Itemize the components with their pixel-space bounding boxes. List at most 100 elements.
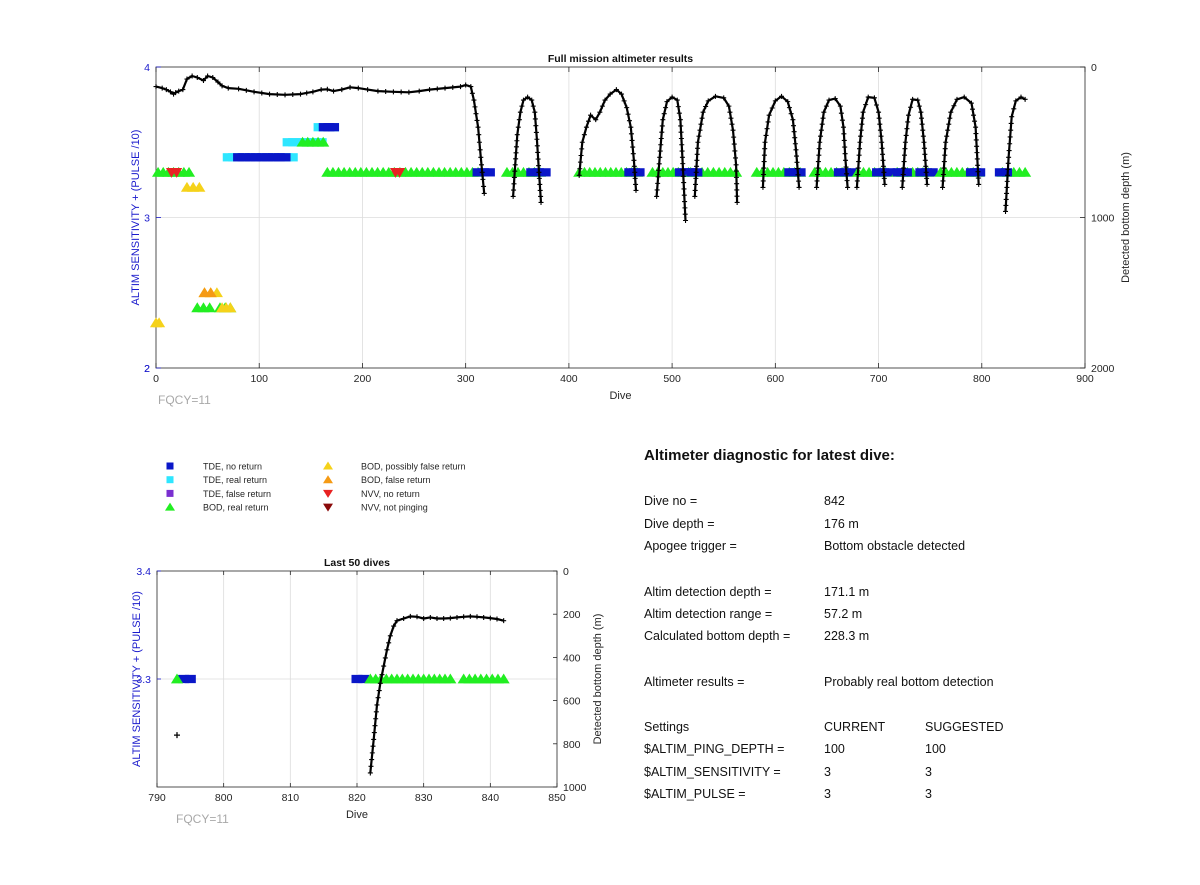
diag-value: 171.1 m [824,585,870,599]
x-axis-label: Dive [609,390,631,402]
depth-point [679,154,685,160]
depth-point [365,87,371,93]
depth-point [796,184,802,190]
marker-tde_no_return [900,168,912,177]
legend-item: TDE, false return [166,489,271,499]
depth-point [511,181,517,187]
y-tick-label: 3 [144,213,150,225]
settings-current: 100 [824,742,845,756]
depth-point [517,109,523,115]
depth-point [1005,166,1011,172]
depth-point [631,157,637,163]
y2-tick-label: 800 [563,739,581,751]
marker-tde_no_return [526,168,538,177]
depth-point [369,750,375,756]
depth-point [383,88,389,94]
depth-point [1005,160,1011,166]
settings-header-suggested: SUGGESTED [925,720,1004,734]
depth-point [814,178,820,184]
marker-tde_no_return [351,674,363,684]
depth-point [779,93,785,99]
depth-point [633,187,639,193]
depth-point [520,97,526,103]
marker-tde_no_return [184,674,196,684]
depth-point [682,205,688,211]
x-tick-label: 700 [870,373,888,385]
depth-point [795,172,801,178]
marker-bod_real_return [203,302,216,313]
depth-point [857,139,863,145]
depth-point [815,172,821,177]
diag-label: Calculated bottom depth = [644,629,791,643]
depth-point [194,75,200,81]
depth-point [654,187,660,193]
depth-point [200,78,206,84]
depth-point [839,117,845,123]
depth-point [729,121,735,127]
depth-point [184,76,190,82]
diag-value: 57.2 m [824,607,863,621]
depth-point [324,86,330,92]
depth-point [727,109,733,115]
depth-point [318,87,324,93]
depth-point [441,616,447,622]
depth-point [694,151,700,157]
depth-point [225,85,231,91]
marker-tde_no_return [974,168,986,177]
depth-point [481,190,487,196]
depth-point [355,85,361,91]
depth-point [516,117,522,123]
legend-item: BOD, false return [323,475,431,485]
depth-point [772,98,778,104]
depth-point [902,152,908,158]
depth-point [880,151,886,157]
depth-point [703,104,709,110]
depth-point [697,127,703,133]
depth-point [919,121,925,127]
depth-point [632,175,638,181]
legend-label: BOD, real return [203,503,269,513]
x-tick-label: 790 [148,792,166,804]
y-axis-label: ALTIM SENSITIVITY + (PULSE /10) [130,130,142,306]
depth-point [236,86,242,92]
depth-point [678,129,684,135]
x-tick-label: 300 [457,373,475,385]
marker-bod_real_return [317,136,330,147]
depth-point [532,109,538,115]
depth-point [796,178,802,184]
settings-label: $ALTIM_SENSITIVITY = [644,765,781,779]
legend-label: TDE, no return [203,462,262,472]
marker-bod_possibly_false [193,181,206,192]
marker-tde_no_return [539,168,551,177]
depth-point [973,137,979,143]
depth-point [251,89,257,95]
depth-point [844,178,850,184]
depth-point [159,85,165,91]
depth-point [842,151,848,157]
depth-point [625,111,631,117]
legend-swatch [323,461,333,470]
marker-tde_no_return [247,153,250,162]
y2-axis-label: Detected bottom depth (m) [592,614,604,745]
depth-point [371,736,377,742]
depth-point [657,154,663,160]
depth-point [814,184,820,190]
depth-point [657,148,663,154]
legend-swatch [166,462,174,470]
marker-tde_no_return [257,153,260,162]
depth-point [478,162,484,168]
depth-point [940,184,946,190]
depth-point [367,770,373,776]
depth-point [267,91,273,97]
depth-point [876,109,882,115]
depth-point [677,117,683,123]
depth-point [674,97,680,103]
depth-point [882,181,888,187]
depth-point [973,131,979,137]
depth-point [857,146,863,152]
depth-point [481,183,487,189]
depth-point [948,109,954,115]
depth-point [532,116,538,122]
depth-point [347,84,353,90]
diag-value: 842 [824,494,845,508]
